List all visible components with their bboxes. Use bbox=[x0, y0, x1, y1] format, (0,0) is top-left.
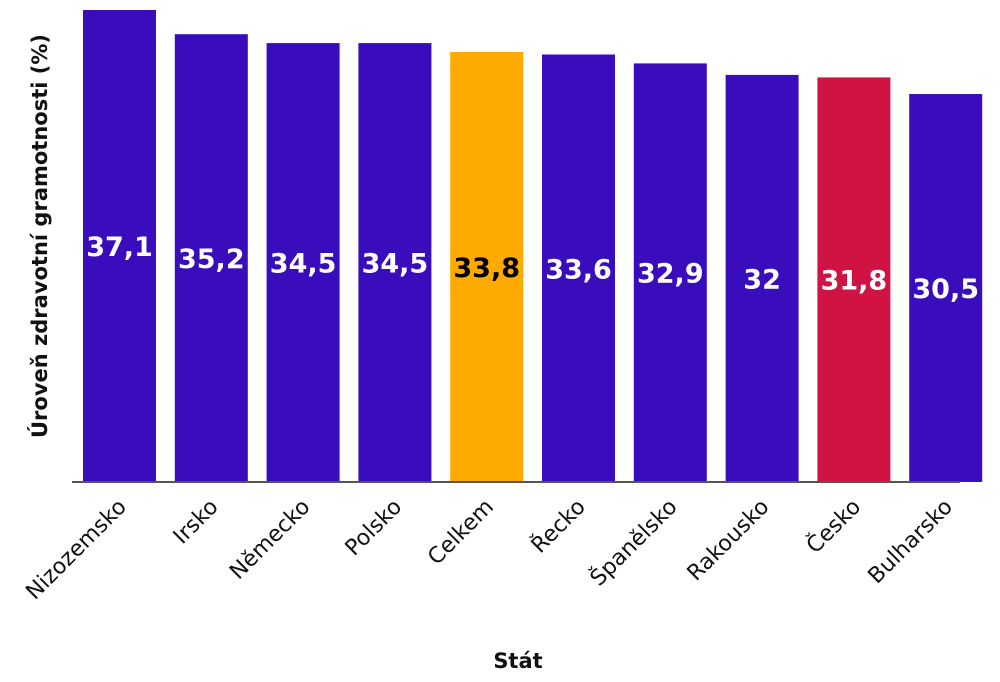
x-tick-label: Španělsko bbox=[585, 494, 683, 592]
bar-value-label: 33,8 bbox=[453, 253, 520, 284]
x-tick-label: Řecko bbox=[526, 494, 591, 559]
x-tick-label: Polsko bbox=[341, 495, 407, 561]
bar-2 bbox=[174, 34, 248, 482]
bar-10 bbox=[909, 94, 983, 482]
x-axis-title: Stát bbox=[493, 649, 542, 673]
x-tick-label: Irsko bbox=[169, 495, 224, 550]
x-tick-label: Celkem bbox=[423, 495, 499, 571]
bar-8 bbox=[725, 74, 799, 483]
bar-7 bbox=[633, 63, 707, 483]
bar-value-label: 35,2 bbox=[178, 244, 245, 275]
bar-5 bbox=[450, 52, 524, 482]
bar-value-label: 34,5 bbox=[362, 249, 429, 280]
x-tick-label: Rakousko bbox=[683, 495, 775, 587]
bar-value-labels: 37,1 35,2 34,5 34,5 33,8 33,6 32,9 32 31,8 30,5 bbox=[86, 232, 979, 305]
x-tick-label: Česko bbox=[801, 494, 866, 559]
x-tick-label: Nizozemsko bbox=[21, 495, 131, 605]
bars-group bbox=[83, 10, 983, 483]
x-tick-label: Německo bbox=[225, 495, 315, 585]
bar-9 bbox=[817, 77, 891, 483]
y-axis-title: Úroveň zdravotní gramotnosti (%) bbox=[27, 34, 52, 438]
bar-3 bbox=[266, 43, 340, 482]
x-tick-label: Bulharsko bbox=[864, 495, 958, 589]
bar-value-label: 32,9 bbox=[637, 259, 704, 290]
bar-value-label: 31,8 bbox=[821, 266, 888, 297]
bar-value-label: 37,1 bbox=[86, 232, 153, 263]
bar-value-label: 30,5 bbox=[912, 274, 979, 305]
bar-value-label: 32 bbox=[743, 264, 781, 295]
bar-1 bbox=[83, 10, 156, 482]
bar-6 bbox=[542, 54, 615, 482]
x-tick-labels: Nizozemsko Irsko Německo Polsko Celkem ŘeckoŠ… bbox=[21, 494, 957, 605]
bar-value-label: 33,6 bbox=[545, 254, 612, 285]
bar-value-label: 34,5 bbox=[270, 249, 337, 280]
bar-4 bbox=[358, 43, 432, 482]
